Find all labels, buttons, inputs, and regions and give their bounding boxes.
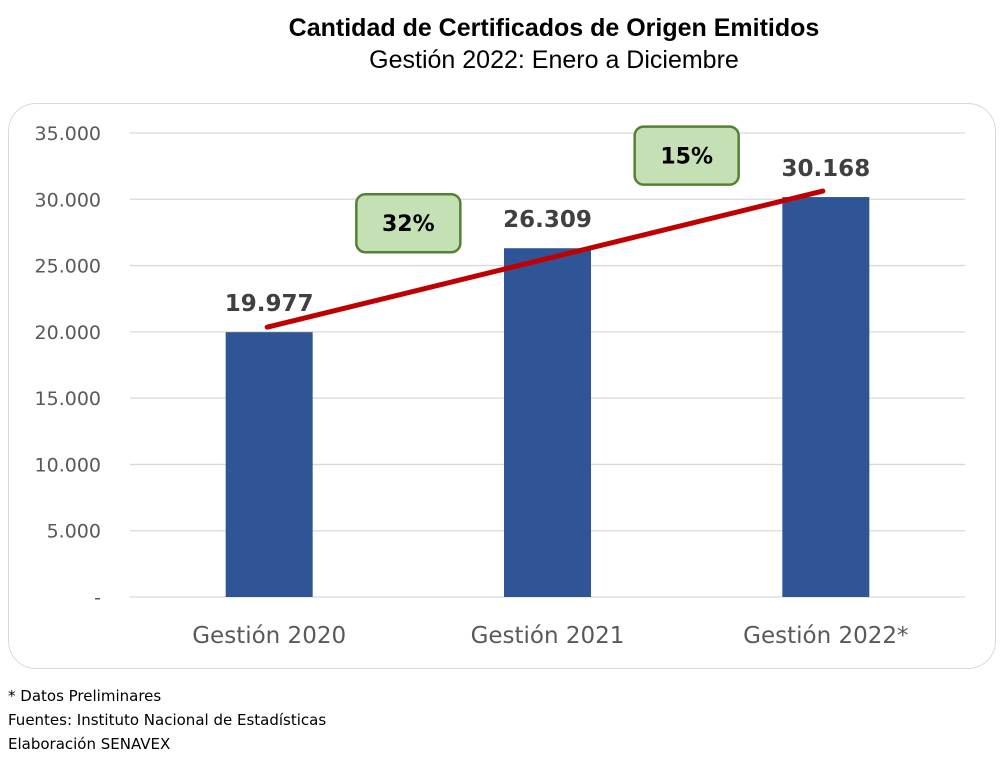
x-tick-label: Gestión 2022* bbox=[743, 623, 908, 649]
growth-label: 32% bbox=[382, 212, 435, 237]
bar-chart: - 5.000 10.000 15.000 20.000 25.000 30.000 35.0… bbox=[35, 123, 965, 649]
y-tick-label: 25.000 bbox=[35, 256, 101, 278]
data-label: 19.977 bbox=[225, 291, 314, 317]
y-tick-label: 10.000 bbox=[35, 454, 101, 476]
bar bbox=[504, 248, 591, 597]
growth-label: 15% bbox=[660, 145, 713, 170]
footnote-sources: Fuentes: Instituto Nacional de Estadísti… bbox=[8, 711, 327, 729]
x-tick-label: Gestión 2021 bbox=[471, 623, 625, 649]
footnote-preliminary: * Datos Preliminares bbox=[8, 687, 162, 705]
trend-line bbox=[264, 188, 826, 330]
y-tick-label: 30.000 bbox=[35, 189, 101, 211]
x-tick-label: Gestión 2020 bbox=[192, 623, 346, 649]
footnote-elaboration: Elaboración SENAVEX bbox=[8, 735, 171, 753]
data-label: 30.168 bbox=[781, 156, 870, 182]
growth-badge bbox=[355, 192, 462, 254]
data-label: 26.309 bbox=[503, 207, 592, 233]
y-tick-label: 15.000 bbox=[35, 388, 101, 410]
chart-subtitle: Gestión 2022: Enero a Diciembre bbox=[369, 46, 739, 74]
y-tick-label: 20.000 bbox=[35, 322, 101, 344]
growth-badge bbox=[633, 125, 740, 186]
y-tick-label: 35.000 bbox=[35, 123, 101, 145]
y-tick-label: - bbox=[94, 587, 101, 609]
bar bbox=[225, 332, 313, 597]
y-tick-label: 5.000 bbox=[47, 521, 101, 543]
chart-title: Cantidad de Certificados de Origen Emiti… bbox=[288, 14, 820, 42]
bar bbox=[782, 197, 870, 597]
